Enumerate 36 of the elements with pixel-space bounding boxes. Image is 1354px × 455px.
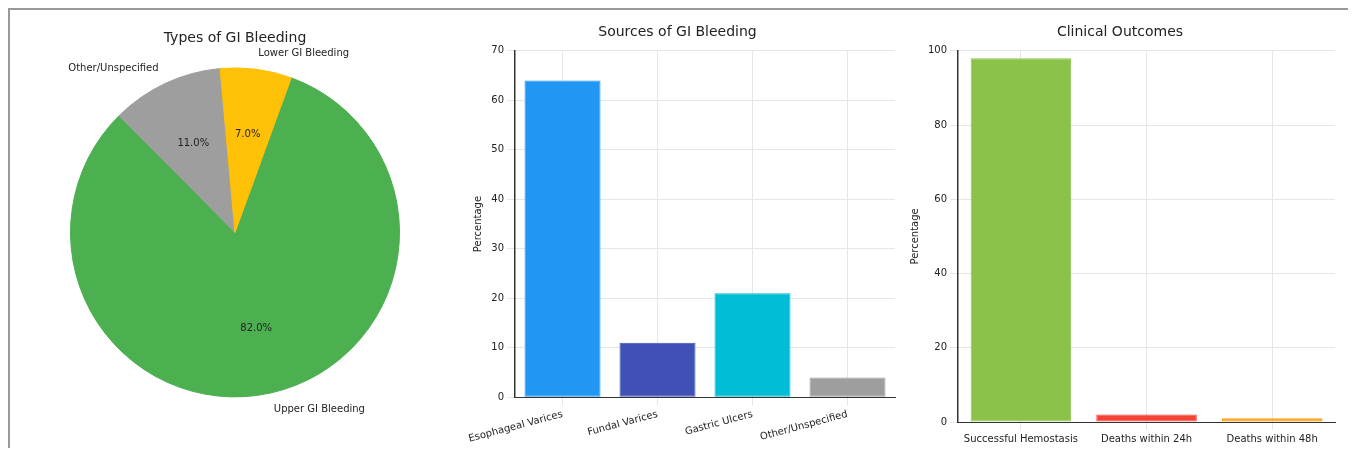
bar bbox=[1096, 414, 1197, 422]
bar bbox=[524, 80, 601, 397]
x-tick-label: Successful Hemostasis bbox=[963, 432, 1078, 444]
y-tick-label: 20 bbox=[934, 341, 948, 353]
slice-label: Lower GI Bleeding bbox=[258, 46, 350, 58]
y-tick-label: 40 bbox=[934, 267, 948, 279]
x-tick-label: Deaths within 48h bbox=[1226, 432, 1318, 444]
chart-title: Types of GI Bleeding bbox=[162, 29, 307, 46]
y-tick-label: 40 bbox=[491, 192, 505, 204]
bar bbox=[809, 377, 886, 397]
chart-title: Sources of GI Bleeding bbox=[598, 23, 757, 40]
y-tick-label: 20 bbox=[491, 291, 505, 303]
data-label: 11.0% bbox=[177, 136, 210, 148]
data-label: 82.0% bbox=[240, 322, 273, 334]
bar bbox=[970, 58, 1072, 422]
y-tick-label: 100 bbox=[927, 44, 948, 56]
slice-label: Other/Unspecified bbox=[68, 62, 159, 73]
y-tick-label: 30 bbox=[491, 242, 505, 254]
y-tick-label: 70 bbox=[491, 44, 505, 56]
y-tick-label: 0 bbox=[497, 390, 505, 402]
data-label: 7.0% bbox=[235, 128, 261, 140]
x-tick-label: Fundal Varices bbox=[586, 407, 659, 438]
y-tick-label: 0 bbox=[940, 415, 948, 427]
y-tick-label: 60 bbox=[491, 93, 505, 105]
x-tick-label: Deaths within 24h bbox=[1100, 432, 1193, 444]
y-tick-label: 10 bbox=[491, 341, 505, 353]
y-tick-label: 50 bbox=[491, 143, 505, 155]
slice-label: Upper GI Bleeding bbox=[273, 402, 365, 414]
chart-title: Clinical Outcomes bbox=[1056, 23, 1184, 40]
bar bbox=[714, 293, 791, 397]
bar bbox=[619, 342, 696, 397]
y-tick-label: 80 bbox=[934, 118, 948, 130]
y-tick-label: 60 bbox=[934, 192, 948, 204]
y-axis-title: Percentage bbox=[908, 208, 920, 265]
y-axis-title: Percentage bbox=[471, 195, 483, 253]
x-tick-label: Gastric Ulcers bbox=[683, 407, 754, 437]
